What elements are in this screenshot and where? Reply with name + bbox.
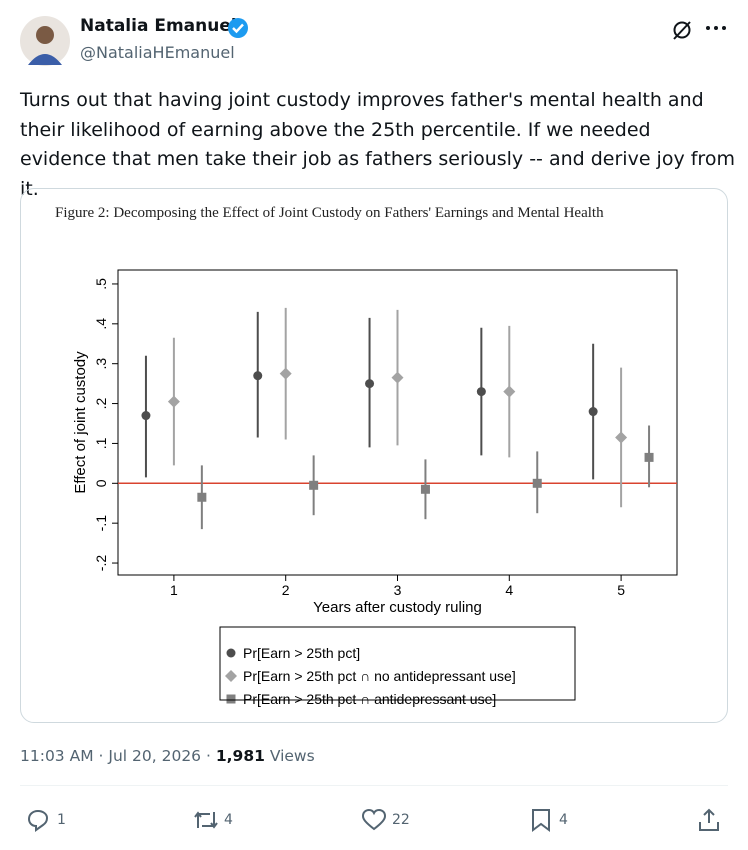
y-tick-label: 0 (93, 479, 109, 487)
legend-label: Pr[Earn > 25th pct ∩ no antidepressant u… (243, 668, 516, 684)
y-tick-label: .2 (93, 398, 109, 410)
figure-caption: Figure 2: Decomposing the Effect of Join… (55, 205, 604, 221)
reply-icon[interactable] (26, 808, 50, 832)
point (253, 371, 263, 381)
tweet-text: Turns out that having joint custody impr… (20, 89, 735, 200)
point (420, 484, 430, 494)
bookmark-icon[interactable] (530, 808, 552, 832)
repost-icon[interactable] (192, 808, 220, 832)
point (503, 385, 516, 398)
x-tick-label: 2 (282, 582, 290, 598)
x-tick-label: 1 (170, 582, 178, 598)
point (309, 480, 319, 490)
y-tick-label: .3 (93, 358, 109, 370)
point (588, 407, 598, 417)
bookmark-count: 4 (559, 812, 568, 828)
avatar[interactable] (19, 15, 71, 67)
point (391, 371, 404, 384)
time[interactable]: 11:03 AM (20, 747, 94, 765)
point (476, 387, 486, 397)
chart: -.2 -.1 0 .1 .2 .3 .4 .5 1 2 3 4 5 Years after custod… (72, 269, 678, 707)
tweet-meta: 11:03 AM · Jul 20, 2026 · 1,981 Views (20, 747, 315, 765)
separator: · (205, 747, 211, 765)
author-handle[interactable]: @NataliaHEmanuel (80, 43, 235, 62)
like-count: 22 (392, 812, 410, 828)
legend-label: Pr[Earn > 25th pct ∩ antidepressant use] (243, 691, 496, 707)
y-axis-title: Effect of joint custody (72, 351, 89, 494)
more-icon[interactable] (704, 22, 728, 34)
divider (20, 785, 728, 786)
share-icon[interactable] (697, 807, 721, 833)
point (532, 478, 542, 488)
author-name[interactable]: Natalia Emanuel (80, 16, 237, 36)
point (197, 492, 207, 502)
separator: · (98, 747, 104, 765)
like-icon[interactable] (361, 808, 387, 832)
x-tick-label: 5 (617, 582, 625, 598)
grok-icon[interactable] (670, 18, 694, 42)
view-count: 1,981 (215, 747, 265, 765)
point (279, 367, 292, 380)
repost-count: 4 (224, 812, 233, 828)
y-tick-label: .5 (93, 278, 109, 290)
reply-count: 1 (57, 812, 66, 828)
x-tick-label: 4 (505, 582, 513, 598)
legend-label: Pr[Earn > 25th pct] (243, 645, 360, 661)
x-tick-label: 3 (394, 582, 402, 598)
legend-marker (225, 670, 237, 682)
y-tick-label: -.2 (93, 555, 109, 572)
media-card[interactable] (20, 188, 728, 723)
point (615, 431, 628, 444)
y-tick-label: .4 (93, 318, 109, 330)
date[interactable]: Jul 20, 2026 (108, 747, 202, 765)
verified-badge (228, 18, 248, 38)
point (365, 379, 375, 389)
point (644, 452, 654, 462)
legend-box (219, 626, 576, 701)
legend-marker (226, 694, 236, 704)
y-tick-label: -.1 (93, 515, 109, 532)
x-axis-title: Years after custody ruling (313, 599, 482, 616)
point (167, 395, 180, 408)
point (141, 411, 151, 421)
views-label: Views (269, 747, 315, 765)
legend-marker (226, 648, 236, 658)
y-tick-label: .1 (93, 437, 109, 449)
